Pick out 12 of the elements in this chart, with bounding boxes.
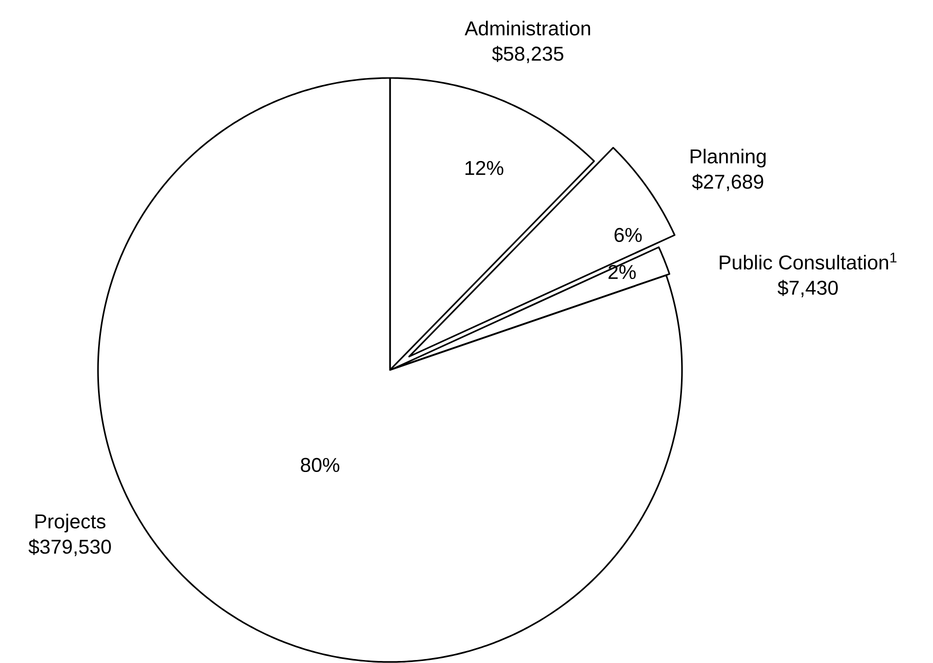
slice-label: Public Consultation$^{1}$	[720, 252, 896, 270]
data-label: $27,689	[692, 174, 764, 192]
data-label: $58,235	[492, 46, 564, 64]
data-label: $379,530	[28, 538, 111, 556]
slice-label: Projects	[36, 514, 106, 532]
text: 12%	[466, 160, 504, 176]
text: 2%	[608, 264, 636, 280]
text: 80%	[300, 458, 340, 472]
slice-label: Planning	[690, 148, 766, 168]
slice-label: Administration	[464, 20, 590, 36]
data-label: $7,430	[778, 280, 838, 298]
text: 6%	[614, 228, 642, 242]
